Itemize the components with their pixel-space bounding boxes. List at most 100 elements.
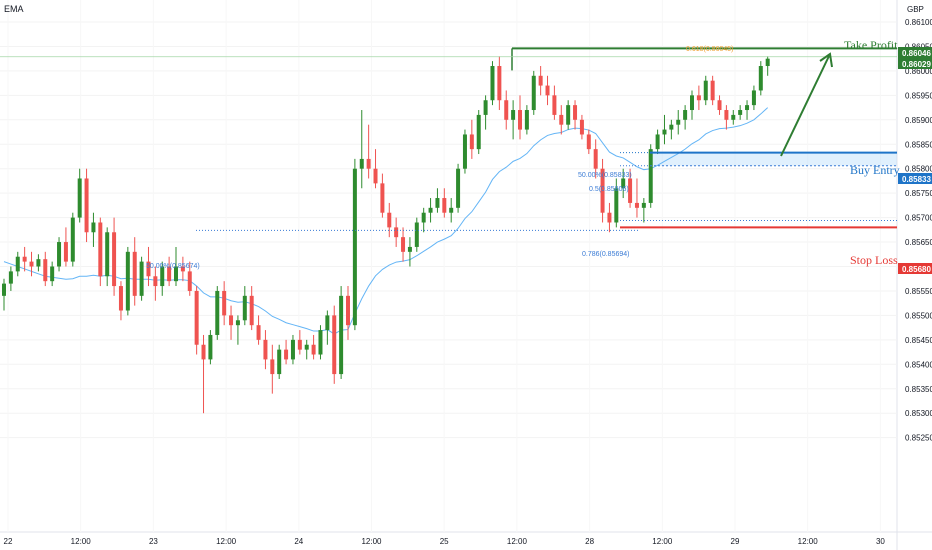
candle-body [387,212,392,228]
left-50-fib-label: 50.00%(0.85674) [146,263,200,270]
candle-body [36,259,41,267]
candle-body [98,222,103,277]
x-tick-label: 30 [876,537,885,546]
candle-body [50,266,55,282]
currency-label: GBP [907,5,924,14]
candle-body [566,105,571,125]
ema-line [3,107,769,335]
entry-50-fib-label: 50.00%(0.85833) [578,172,632,179]
stop-loss-tag-text: 0.85680 [902,265,931,274]
candle-body [132,251,137,296]
candle-body [70,217,75,262]
candle-body [511,110,516,120]
candle-body [22,256,27,262]
candle-body [669,124,674,130]
candle-body [758,66,763,91]
candle-body [731,114,736,120]
candle-body [380,183,385,213]
y-tick-label: 0.85700 [905,214,932,223]
candle-body [105,232,110,277]
candle-body [373,168,378,184]
candle-body [284,349,289,360]
y-tick-label: 0.85300 [905,409,932,418]
candles-layer [2,56,770,414]
candle-body [270,359,275,375]
y-tick-label: 0.85950 [905,91,932,100]
candle-body [490,66,495,101]
candle-body [194,290,199,345]
y-tick-label: 0.85900 [905,116,932,125]
sl-0786-fib-label: 0.786(0.85694) [582,251,629,258]
y-tick-label: 0.85750 [905,189,932,198]
candle-body [435,198,440,208]
candle-body [538,75,543,86]
candle-body [304,344,309,350]
candle-body [277,349,282,375]
annotations-layer: Take Profit Buy Entry Stop Loss 0.618(0.… [146,38,900,270]
y-tick-label: 0.86100 [905,18,932,27]
candle-body [614,188,619,223]
candle-body [91,222,96,233]
stop-loss-tag [898,263,932,274]
candle-body [297,339,302,350]
candle-body [655,134,660,150]
candle-body [84,178,89,233]
x-tick-label: 12:00 [507,537,528,546]
candle-body [579,119,584,135]
y-tick-label: 0.85400 [905,360,932,369]
take-profit-label: Take Profit [844,38,898,52]
candle-body [573,105,578,120]
x-tick-label: 12:00 [798,537,819,546]
candle-body [703,80,708,101]
candle-body [63,242,68,262]
candle-body [43,259,48,282]
candle-body [690,95,694,111]
candle-body [469,134,474,150]
candle-body [346,295,350,326]
y-tick-label: 0.86050 [905,42,932,51]
x-tick-label: 12:00 [71,537,92,546]
candle-body [352,168,357,326]
y-tick-label: 0.85850 [905,140,932,149]
candle-body [57,242,62,267]
candle-body [256,325,261,340]
candle-body [112,232,117,287]
candle-body [648,149,653,203]
y-tick-label: 0.86000 [905,67,932,76]
y-tick-label: 0.85800 [905,165,932,174]
candle-body [118,286,123,311]
candle-body [442,198,447,213]
candle-body [153,276,158,287]
candle-body [462,134,467,169]
candle-body [139,261,144,296]
candle-body [449,207,454,213]
candle-body [77,178,82,218]
candle-body [8,271,13,284]
candle-body [229,315,234,326]
buy-zone [650,152,897,166]
indicator-label: EMA [4,4,24,14]
candle-body [683,110,688,120]
candle-body [745,105,750,111]
candle-body [483,100,488,115]
candle-body [476,114,481,150]
candle-body [456,168,461,208]
x-tick-label: 12:00 [361,537,382,546]
candle-body [160,266,165,287]
candle-body [607,212,612,223]
candle-body [641,202,646,208]
candle-body [242,295,247,321]
candle-body [531,75,536,111]
candle-body [407,246,412,252]
last-price-tag [898,58,932,69]
candle-body [15,256,20,272]
candle-body [621,178,626,189]
candle-body [359,158,364,169]
candle-body [146,261,151,277]
candle-body [724,110,729,120]
ema-layer [3,107,769,335]
candle-body [394,227,399,238]
candle-body [662,129,667,135]
